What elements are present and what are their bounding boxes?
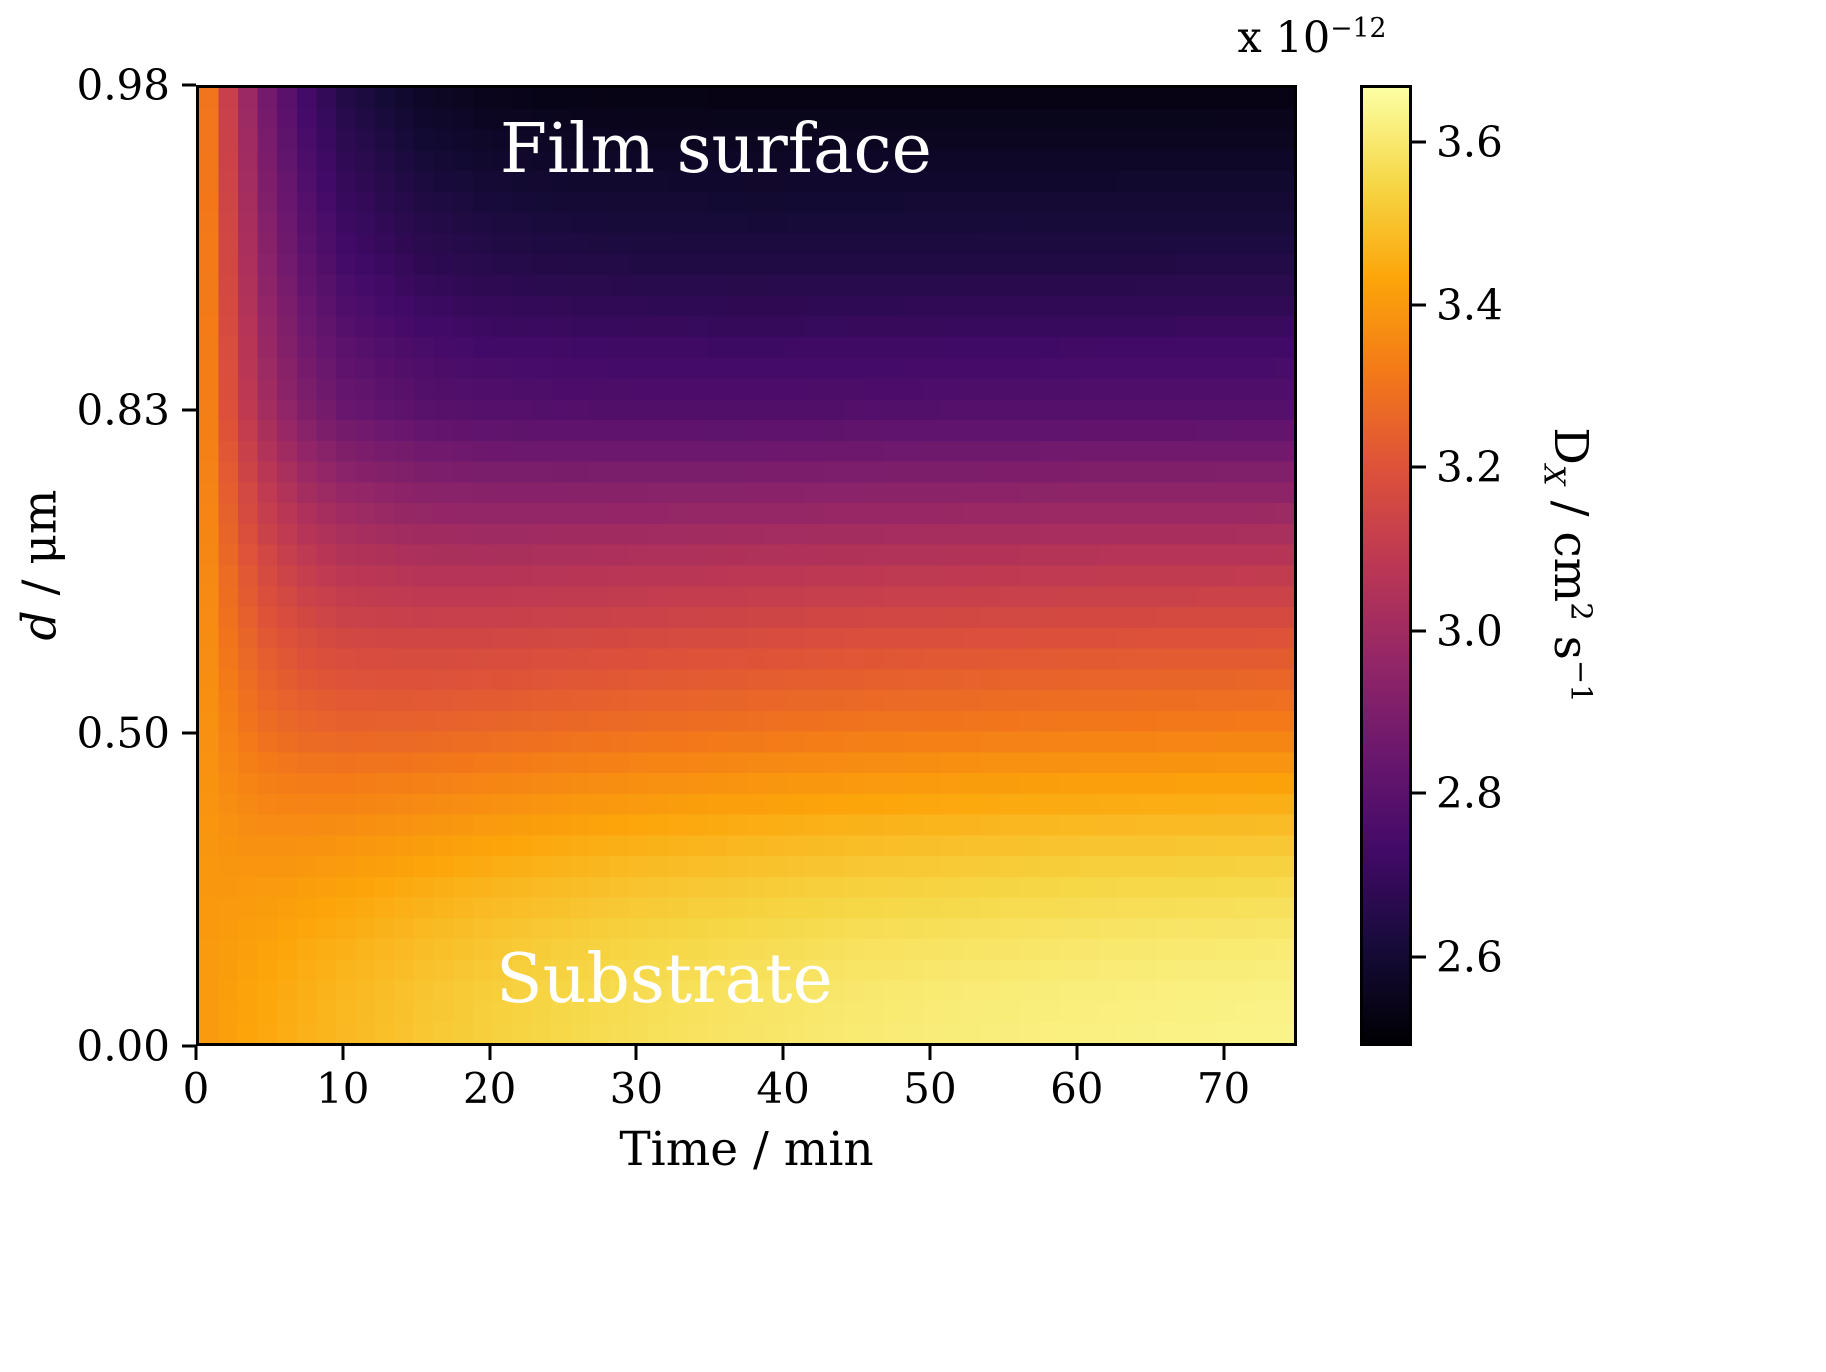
- y-axis-label-unit: / μm: [12, 489, 68, 611]
- x-axis-ticks: 0 10 20 30 40 50 60 70: [183, 1046, 1297, 1136]
- colorbar: [1360, 85, 1412, 1046]
- colorbar-label-subscript: X: [1537, 464, 1572, 486]
- x-tick-mark: [781, 1046, 785, 1060]
- colorbar-label-symbol: D: [1542, 427, 1598, 465]
- x-tick-mark: [488, 1046, 492, 1060]
- y-tick-label: 0.83: [76, 385, 170, 435]
- colorbar-tick-label: 3.4: [1436, 280, 1503, 330]
- x-tick-label: 20: [462, 1064, 517, 1113]
- colorbar-label-sup2: −1: [1564, 659, 1599, 703]
- heatmap-plot-area: Film surface Substrate: [196, 85, 1297, 1046]
- x-tick-label: 10: [316, 1064, 370, 1113]
- y-axis-label: d / μm: [13, 490, 68, 641]
- heatmap-canvas: [199, 88, 1294, 1043]
- colorbar-label-unit1: / cm: [1542, 485, 1598, 603]
- x-tick-mark: [1222, 1046, 1226, 1060]
- colorbar-tick-label: 2.6: [1436, 932, 1503, 982]
- x-axis-label: Time / min: [619, 1122, 874, 1177]
- colorbar-tick-mark: [1412, 140, 1426, 144]
- colorbar-label: DX / cm2 s−1: [1537, 427, 1598, 703]
- colorbar-label-unit2: s: [1542, 620, 1598, 660]
- colorbar-tick-mark: [1412, 303, 1426, 307]
- x-tick-mark: [1075, 1046, 1079, 1060]
- annotation-substrate: Substrate: [496, 939, 833, 1019]
- y-tick-mark: [182, 1044, 196, 1048]
- y-tick-label: 0.98: [76, 60, 170, 110]
- colorbar-tick-label: 2.8: [1436, 768, 1503, 818]
- y-tick-mark: [182, 731, 196, 735]
- x-tick-label: 50: [903, 1064, 957, 1113]
- colorbar-offset-label: x 10−12: [1238, 13, 1387, 63]
- offset-exponent: −12: [1330, 12, 1387, 44]
- x-tick-label: 40: [756, 1064, 810, 1113]
- y-tick-mark: [182, 83, 196, 87]
- x-tick-label: 60: [1050, 1064, 1104, 1113]
- x-tick-label: 70: [1196, 1064, 1251, 1113]
- colorbar-ticks: 3.6 3.4 3.2 3.0 2.8 2.6: [1412, 85, 1632, 1046]
- x-tick-label: 30: [609, 1064, 664, 1113]
- x-tick-mark: [928, 1046, 932, 1060]
- colorbar-tick-label: 3.6: [1436, 117, 1503, 167]
- colorbar-tick-mark: [1412, 629, 1426, 633]
- y-tick-label: 0.50: [76, 708, 170, 758]
- colorbar-tick-mark: [1412, 955, 1426, 959]
- y-axis-ticks: 0.98 0.83 0.50 0.00: [0, 61, 196, 1071]
- colorbar-tick-mark: [1412, 465, 1426, 469]
- x-tick-mark: [194, 1046, 198, 1060]
- colorbar-gradient: [1363, 88, 1409, 1043]
- x-tick-label: 0: [182, 1064, 210, 1113]
- y-tick-label: 0.00: [76, 1021, 170, 1071]
- colorbar-label-sup1: 2: [1564, 602, 1599, 621]
- offset-base: x 10: [1237, 13, 1331, 64]
- colorbar-tick-mark: [1412, 791, 1426, 795]
- y-axis-label-symbol: d: [12, 610, 68, 641]
- colorbar-tick-label: 3.2: [1436, 442, 1503, 492]
- colorbar-tick-label: 3.0: [1436, 606, 1503, 656]
- x-tick-mark: [634, 1046, 638, 1060]
- annotation-film-surface: Film surface: [499, 110, 932, 190]
- y-tick-mark: [182, 408, 196, 412]
- x-tick-mark: [341, 1046, 345, 1060]
